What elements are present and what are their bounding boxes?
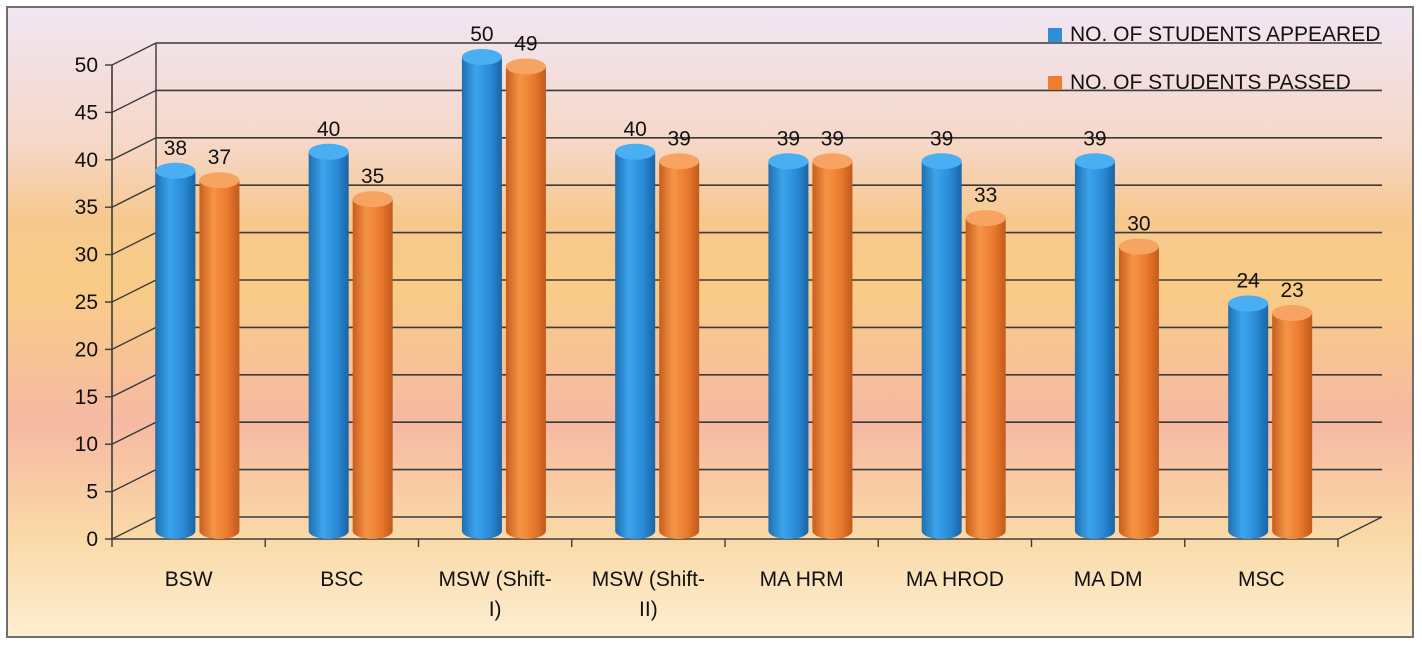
- chart-frame: 0 5 10 15 20 25 30 35 40 45 50 BSW BSC MSW (Shift-I)…: [6, 6, 1414, 638]
- data-label: 39: [821, 127, 844, 150]
- x-tick-label: MSW (Shift-II): [592, 568, 705, 621]
- bar-passed: [965, 210, 1006, 539]
- data-label: 37: [208, 146, 231, 169]
- legend-item: NO. OF STUDENTS PASSED: [1048, 71, 1351, 94]
- bar-chart: 0 5 10 15 20 25 30 35 40 45 50 BSW BSC MSW (Shift-I)…: [8, 8, 1412, 636]
- y-tick-label: 35: [75, 196, 98, 219]
- bar-passed: [812, 153, 853, 539]
- data-label: 30: [1127, 213, 1150, 236]
- bar-appeared: [461, 49, 502, 539]
- x-tick-label: BSC: [320, 568, 363, 591]
- gridline-side-10: [111, 421, 157, 445]
- data-label: 24: [1236, 269, 1260, 292]
- bar-appeared: [615, 143, 656, 540]
- x-tick-label: BSW: [165, 568, 213, 591]
- x-tick-label: MSW (Shift-I): [439, 568, 552, 621]
- y-tick-label: 25: [75, 291, 98, 314]
- chart-background: [8, 8, 1412, 636]
- gridline-side-45: [111, 89, 157, 114]
- data-label: 50: [470, 23, 493, 46]
- gridline-side-35: [111, 184, 157, 208]
- bar-passed: [199, 172, 240, 540]
- bar-passed: [505, 58, 546, 540]
- bar-passed: [352, 191, 393, 539]
- gridline-side-20: [111, 326, 157, 351]
- data-label: 38: [164, 137, 187, 160]
- x-tick-label: MA HROD: [906, 568, 1004, 591]
- floor-right-edge: [1337, 516, 1383, 540]
- gridline-side-50: [111, 42, 157, 66]
- legend-swatch: [1048, 28, 1062, 42]
- gridline-side-5: [111, 468, 157, 493]
- gridline-side-25: [111, 279, 157, 303]
- y-tick-label: 5: [86, 481, 98, 504]
- gridline-side-0: [111, 516, 157, 540]
- data-label: 33: [974, 184, 997, 207]
- data-label: 35: [361, 165, 384, 188]
- gridline-side-40: [111, 137, 157, 161]
- bar-appeared: [768, 153, 809, 539]
- legend-label: NO. OF STUDENTS PASSED: [1070, 71, 1351, 94]
- legend-label: NO. OF STUDENTS APPEARED: [1070, 23, 1380, 46]
- y-tick-label: 10: [75, 433, 98, 456]
- y-tick-label: 15: [75, 386, 98, 409]
- bar-passed: [1118, 238, 1159, 539]
- bar-appeared: [921, 153, 962, 539]
- data-label: 39: [777, 127, 800, 150]
- bar-appeared: [1228, 295, 1269, 539]
- legend-item: NO. OF STUDENTS APPEARED: [1048, 23, 1380, 46]
- data-label: 39: [667, 127, 690, 150]
- data-label: 49: [514, 32, 537, 55]
- gridline-side-30: [111, 231, 157, 256]
- x-tick-label: MA HRM: [760, 568, 844, 591]
- y-tick-label: 45: [75, 101, 98, 124]
- bar-passed: [659, 153, 700, 539]
- data-label: 40: [317, 118, 340, 141]
- y-tick-label: 40: [75, 149, 98, 172]
- bar-passed: [1272, 304, 1313, 539]
- data-label: 39: [1083, 127, 1106, 150]
- gridline-side-15: [111, 374, 157, 398]
- x-tick-label: MA DM: [1074, 568, 1143, 591]
- data-label: 40: [623, 118, 646, 141]
- bar-appeared: [1074, 153, 1115, 539]
- y-tick-label: 20: [75, 338, 98, 361]
- data-label: 23: [1280, 279, 1303, 302]
- legend-swatch: [1048, 76, 1062, 90]
- x-tick-label: MSC: [1238, 568, 1285, 591]
- bar-appeared: [308, 143, 349, 540]
- y-tick-label: 50: [75, 54, 98, 77]
- y-tick-label: 30: [75, 244, 98, 267]
- y-tick-label: 0: [86, 528, 98, 551]
- bar-appeared: [155, 162, 196, 539]
- data-label: 39: [930, 127, 953, 150]
